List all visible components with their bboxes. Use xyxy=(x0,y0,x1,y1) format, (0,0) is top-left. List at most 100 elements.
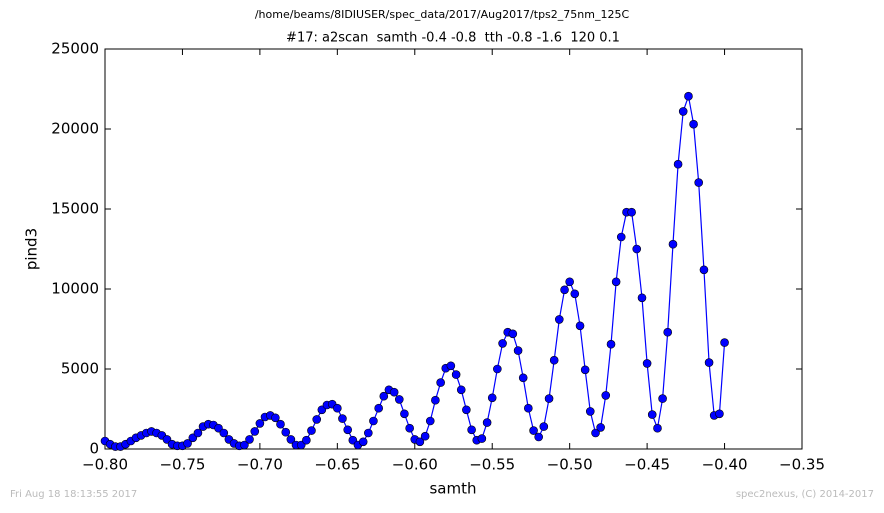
data-point xyxy=(580,365,590,375)
x-tick-label: −0.40 xyxy=(702,456,748,474)
y-tick-label: 15000 xyxy=(51,200,99,218)
data-point xyxy=(570,289,580,299)
data-point xyxy=(477,434,487,443)
data-point xyxy=(183,439,192,448)
x-tick-label: −0.60 xyxy=(392,456,438,474)
data-point xyxy=(281,427,291,437)
data-point xyxy=(534,432,543,442)
data-point xyxy=(338,414,347,423)
data-point xyxy=(591,428,600,438)
data-point xyxy=(689,119,698,129)
data-point xyxy=(663,327,673,337)
data-point xyxy=(276,419,285,429)
data-point xyxy=(456,385,466,395)
data-point xyxy=(302,435,311,445)
x-axis-label: samth xyxy=(429,480,476,498)
data-point xyxy=(544,394,554,403)
data-point xyxy=(369,416,378,426)
data-point xyxy=(632,244,642,254)
data-point xyxy=(405,423,414,433)
suptitle: /home/beams/8IDIUSER/spec_data/2017/Aug2… xyxy=(255,8,630,21)
data-point xyxy=(245,435,254,444)
data-point xyxy=(653,423,662,433)
footer-right: spec2nexus, (C) 2014-2017 xyxy=(736,489,874,500)
data-point xyxy=(524,403,533,413)
data-point xyxy=(446,361,456,371)
data-point xyxy=(431,395,440,405)
x-tick-label: −0.45 xyxy=(624,456,670,474)
data-point xyxy=(616,232,626,242)
x-tick-label: −0.75 xyxy=(159,456,205,474)
data-point xyxy=(255,419,265,428)
data-point xyxy=(673,159,683,169)
data-point xyxy=(560,285,569,295)
data-point xyxy=(374,403,383,413)
data-point xyxy=(333,403,342,413)
x-tick-label: −0.55 xyxy=(469,456,515,474)
y-tick-label: 25000 xyxy=(51,40,99,58)
data-point xyxy=(642,359,652,368)
data-point xyxy=(343,425,353,435)
data-point xyxy=(219,428,229,438)
data-point xyxy=(358,437,368,447)
data-point xyxy=(286,435,296,444)
data-point xyxy=(394,395,404,404)
data-point xyxy=(565,277,574,287)
chart-title: #17: a2scan samth -0.4 -0.8 tth -0.8 -1.… xyxy=(286,31,620,46)
data-point xyxy=(493,364,502,374)
data-point xyxy=(529,426,538,435)
data-point xyxy=(498,339,507,348)
x-tick-label: −0.35 xyxy=(779,456,825,474)
data-point xyxy=(678,107,688,116)
data-point xyxy=(606,339,616,349)
data-point xyxy=(482,418,492,427)
data-point xyxy=(214,423,223,433)
data-point xyxy=(549,355,559,365)
x-tick-label: −0.80 xyxy=(82,456,128,474)
data-point xyxy=(193,428,203,438)
data-point xyxy=(467,425,476,435)
data-point xyxy=(668,239,678,249)
data-point xyxy=(554,315,564,324)
data-point xyxy=(539,422,549,431)
y-tick-label: 20000 xyxy=(51,120,99,138)
y-tick-label: 10000 xyxy=(51,280,99,298)
data-point xyxy=(596,423,605,432)
data-point xyxy=(307,426,316,435)
data-point xyxy=(420,431,430,441)
data-point xyxy=(436,378,445,387)
data-point xyxy=(658,394,667,403)
data-point xyxy=(611,277,621,287)
data-point xyxy=(627,207,636,217)
data-point xyxy=(415,437,425,447)
data-point xyxy=(699,265,709,275)
data-point xyxy=(704,358,714,367)
data-point xyxy=(684,91,693,101)
data-point xyxy=(250,427,260,436)
y-tick-label: 0 xyxy=(89,440,99,458)
x-tick-label: −0.65 xyxy=(314,456,360,474)
footer-left: Fri Aug 18 18:13:55 2017 xyxy=(10,489,137,500)
data-point xyxy=(694,178,703,187)
data-point xyxy=(462,405,471,415)
data-point xyxy=(271,413,280,423)
data-point xyxy=(425,416,435,426)
data-point xyxy=(720,338,729,347)
data-point xyxy=(518,373,528,383)
data-point xyxy=(585,407,595,416)
data-point xyxy=(601,391,611,400)
data-point xyxy=(508,329,518,339)
data-point xyxy=(400,409,409,419)
data-point xyxy=(575,321,585,331)
y-tick-label: 5000 xyxy=(61,360,99,378)
data-point xyxy=(379,391,389,401)
data-point xyxy=(513,346,523,355)
data-point xyxy=(637,293,647,303)
x-tick-label: −0.50 xyxy=(547,456,593,474)
y-axis-label: pind3 xyxy=(23,228,41,270)
data-point xyxy=(240,440,249,450)
plot-frame xyxy=(104,48,803,450)
data-point xyxy=(715,409,724,419)
